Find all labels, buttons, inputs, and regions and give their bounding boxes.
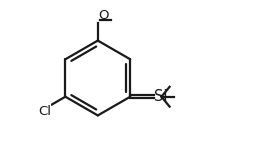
Text: Cl: Cl <box>38 105 51 118</box>
Text: O: O <box>99 9 109 22</box>
Text: Si: Si <box>154 89 168 104</box>
